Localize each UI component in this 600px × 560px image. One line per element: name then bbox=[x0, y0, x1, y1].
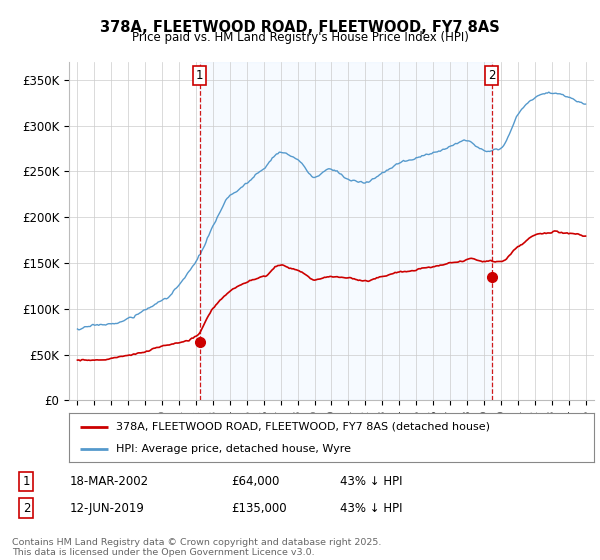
Text: 378A, FLEETWOOD ROAD, FLEETWOOD, FY7 8AS: 378A, FLEETWOOD ROAD, FLEETWOOD, FY7 8AS bbox=[100, 20, 500, 35]
Text: HPI: Average price, detached house, Wyre: HPI: Average price, detached house, Wyre bbox=[116, 444, 351, 454]
Text: 1: 1 bbox=[23, 475, 30, 488]
Text: 43% ↓ HPI: 43% ↓ HPI bbox=[340, 475, 403, 488]
Text: 2: 2 bbox=[23, 502, 30, 515]
Text: 12-JUN-2019: 12-JUN-2019 bbox=[70, 502, 145, 515]
Text: £64,000: £64,000 bbox=[231, 475, 279, 488]
Text: £135,000: £135,000 bbox=[231, 502, 287, 515]
Text: 18-MAR-2002: 18-MAR-2002 bbox=[70, 475, 149, 488]
Text: 378A, FLEETWOOD ROAD, FLEETWOOD, FY7 8AS (detached house): 378A, FLEETWOOD ROAD, FLEETWOOD, FY7 8AS… bbox=[116, 422, 490, 432]
Bar bbox=[200, 62, 491, 400]
Text: 1: 1 bbox=[196, 69, 203, 82]
Text: 2: 2 bbox=[488, 69, 495, 82]
Text: Price paid vs. HM Land Registry's House Price Index (HPI): Price paid vs. HM Land Registry's House … bbox=[131, 31, 469, 44]
Text: Contains HM Land Registry data © Crown copyright and database right 2025.
This d: Contains HM Land Registry data © Crown c… bbox=[12, 538, 382, 557]
Text: 43% ↓ HPI: 43% ↓ HPI bbox=[340, 502, 403, 515]
